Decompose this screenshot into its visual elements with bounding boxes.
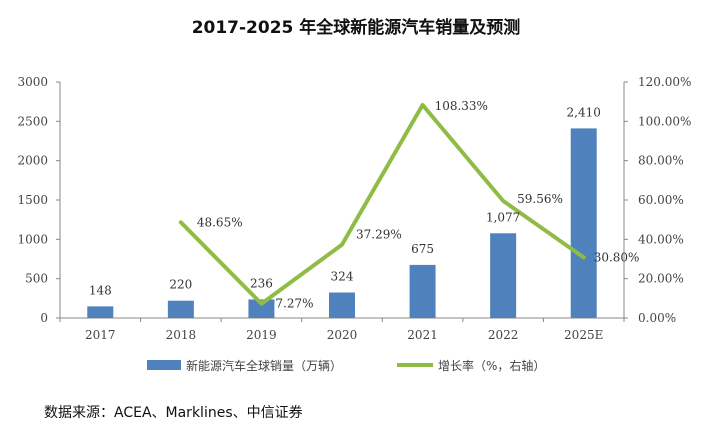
growth-value-label: 108.33% [435,99,488,113]
bar [409,264,436,318]
growth-line [178,102,586,306]
growth-rate-line [178,102,586,306]
y-left-tick-label: 1000 [17,232,48,246]
x-tick-label: 2018 [166,328,197,342]
x-tick-label: 2019 [246,328,277,342]
x-tick-label: 2021 [407,328,438,342]
y-right-tick-label: 100.00% [638,114,691,128]
bars [87,128,597,318]
y-left-tick-label: 1500 [17,193,48,207]
growth-value-label: 30.80% [594,250,640,264]
bar-value-label: 2,410 [567,105,601,119]
y-left-tick-label: 0 [40,311,48,325]
y-left-tick-label: 500 [25,272,48,286]
x-tick-label: 2017 [85,328,116,342]
y-right-tick-label: 120.00% [638,75,691,89]
legend-bar-label: 新能源汽车全球销量（万辆） [186,358,342,373]
y-left-tick-label: 2500 [17,114,48,128]
x-tick-label: 2025E [564,328,603,342]
growth-value-label: 59.56% [517,192,563,206]
bar-value-label: 1,077 [486,210,520,224]
y-left-tick-label: 3000 [17,75,48,89]
growth-value-label: 7.27% [275,297,313,311]
y-right-tick-label: 0.00% [638,311,676,325]
bar-value-label: 220 [169,278,192,292]
bar [490,233,517,318]
chart-title: 2017-2025 年全球新能源汽车销量及预测 [192,17,521,38]
bar-value-label: 148 [89,283,112,297]
y-right-tick-label: 20.00% [638,272,684,286]
bar [329,292,355,318]
bar [570,128,597,318]
legend: 新能源汽车全球销量（万辆） 增长率（%，右轴） [147,358,545,373]
x-tick-label: 2022 [488,328,519,342]
y-right-tick-label: 60.00% [638,193,684,207]
legend-line-label: 增长率（%，右轴） [438,358,545,373]
y-right-tick-label: 40.00% [638,232,684,246]
axes: 0 500 1000 1500 2000 2500 3000 0.00% 20.00% 40.00… [17,75,691,342]
y-right-tick-label: 80.00% [638,154,684,168]
data-labels: 148 220 236 324 675 1,077 2,410 48.65% 7.27% 37.2… [89,99,640,311]
bar-value-label: 675 [411,242,434,256]
bar [167,300,194,318]
legend-bar-swatch [147,360,181,370]
bar-value-label: 324 [331,270,354,284]
bar [248,299,275,318]
x-tick-label: 2020 [327,328,358,342]
growth-value-label: 37.29% [356,228,402,242]
bar-value-label: 236 [250,276,273,290]
source-note: 数据来源：ACEA、Marklines、中信证券 [44,405,303,421]
bar [87,306,114,318]
growth-value-label: 48.65% [197,215,243,229]
y-left-tick-label: 2000 [17,154,48,168]
